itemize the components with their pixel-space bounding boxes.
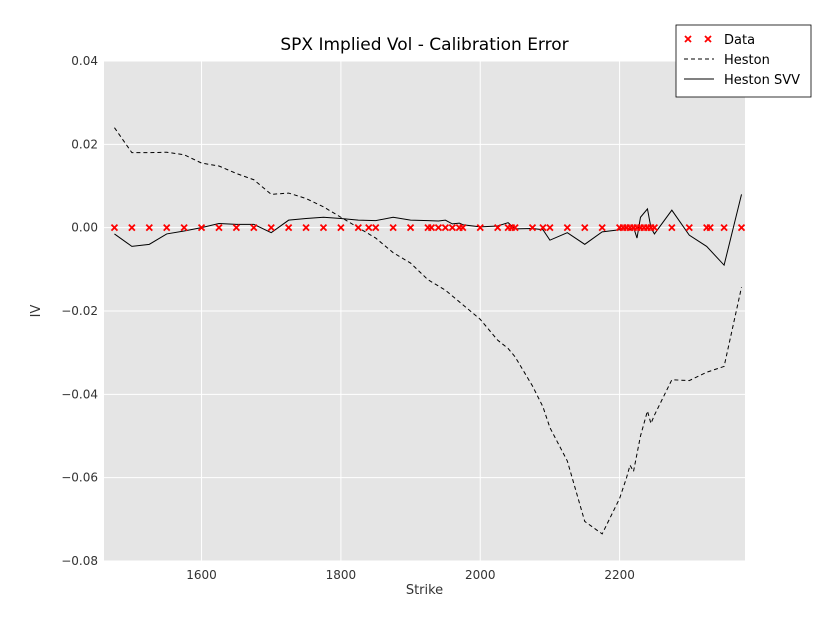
y-tick-label: 0.02 — [71, 137, 98, 151]
data-point-marker — [434, 224, 443, 232]
y-tick-label: −0.06 — [61, 471, 98, 485]
y-tick-label: 0.00 — [71, 221, 98, 235]
data-point-marker — [476, 224, 484, 232]
data-point-marker — [250, 224, 258, 232]
data-point-marker — [163, 224, 171, 232]
x-axis-label: Strike — [406, 583, 443, 598]
data-point-marker — [215, 224, 223, 232]
legend-label-heston-svv: Heston SVV — [724, 73, 800, 88]
data-point-marker — [180, 224, 188, 232]
data-point-marker — [302, 224, 310, 232]
series-heston-svv-line — [114, 194, 743, 267]
x-tick-label: 2000 — [465, 568, 496, 582]
x-tick-label: 2200 — [604, 568, 635, 582]
grid — [104, 60, 745, 562]
data-point-marker — [581, 224, 589, 232]
legend-label-data: Data — [724, 33, 755, 48]
data-point-marker — [737, 224, 746, 232]
data-point-marker — [459, 224, 467, 232]
data-point-marker — [598, 224, 606, 232]
data-point-marker — [145, 224, 153, 232]
data-point-marker — [354, 224, 362, 232]
data-point-marker — [563, 224, 571, 232]
x-tick-label: 1800 — [326, 568, 357, 582]
tick-labels: 1600 1800 2000 2200 0.04 0.02 0.00 −0.02 −0.04 −0… — [61, 54, 635, 582]
data-point-marker — [372, 224, 380, 232]
data-point-marker — [448, 224, 457, 232]
data-point-marker — [720, 224, 728, 232]
data-point-marker — [128, 224, 136, 232]
legend-marker-data — [704, 35, 712, 43]
legend: Data Heston Heston SVV — [675, 24, 812, 98]
data-point-marker — [319, 224, 328, 232]
data-point-marker — [668, 224, 676, 232]
legend-label-heston: Heston — [724, 53, 770, 68]
data-point-marker — [110, 224, 119, 232]
x-tick-label: 1600 — [186, 568, 217, 582]
data-point-marker — [528, 224, 537, 232]
data-point-marker — [267, 224, 275, 232]
data-point-marker — [232, 224, 241, 232]
data-point-marker — [337, 224, 345, 232]
data-point-marker — [546, 224, 554, 232]
y-tick-label: −0.04 — [61, 387, 98, 401]
y-axis-label: IV — [29, 305, 44, 318]
legend-box — [675, 24, 812, 98]
data-point-marker — [685, 224, 693, 232]
y-tick-label: 0.04 — [71, 54, 98, 68]
y-tick-label: −0.02 — [61, 304, 98, 318]
series-layer — [110, 127, 746, 535]
data-point-marker — [539, 224, 547, 232]
chart-title: SPX Implied Vol - Calibration Error — [280, 35, 568, 55]
data-point-marker — [406, 224, 415, 232]
data-point-marker — [441, 224, 450, 232]
y-tick-label: −0.08 — [61, 554, 98, 568]
data-point-marker — [494, 224, 502, 232]
data-point-marker — [650, 224, 659, 232]
data-point-marker — [365, 224, 373, 232]
data-point-marker — [389, 224, 397, 232]
data-point-marker — [427, 224, 436, 232]
series-heston-line — [114, 127, 743, 535]
data-point-marker — [197, 224, 206, 232]
data-point-marker — [706, 224, 714, 232]
legend-marks — [684, 35, 714, 80]
legend-marker-data — [684, 35, 692, 43]
data-point-marker — [284, 224, 293, 232]
data-point-marker — [511, 224, 519, 232]
